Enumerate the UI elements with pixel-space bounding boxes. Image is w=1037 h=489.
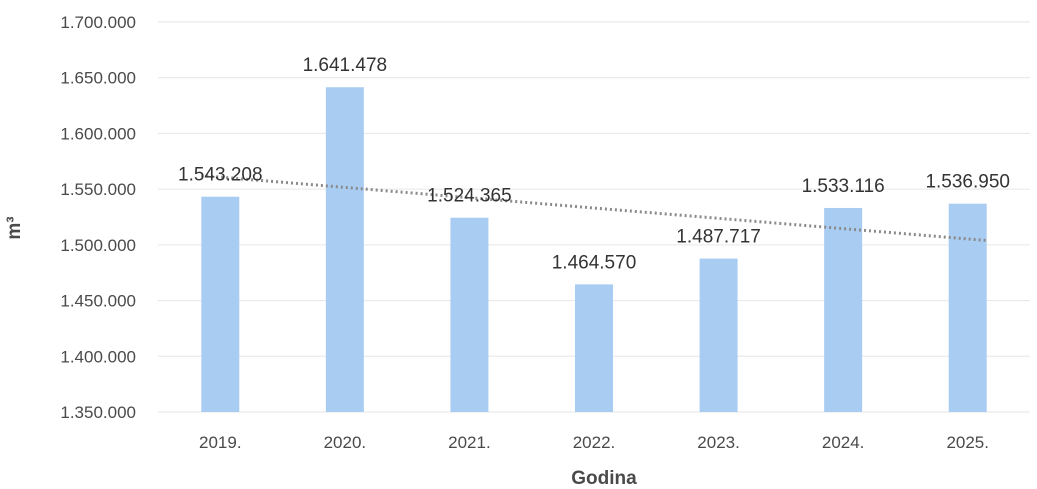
data-label: 1.487.717 — [676, 227, 761, 248]
bar — [575, 284, 613, 412]
y-tick-label: 1.400.000 — [60, 347, 136, 366]
bar — [824, 207, 863, 412]
data-label: 1.641.478 — [303, 55, 388, 76]
bar — [201, 196, 240, 412]
y-axis-ticks: 1.350.000 1.400.000 1.450.000 1.500.000 1.55… — [60, 13, 136, 422]
bar — [325, 87, 364, 412]
bar — [699, 258, 738, 412]
x-axis-title: Godina — [571, 468, 637, 489]
trendline — [201, 174, 987, 243]
y-axis-title: m³ — [4, 216, 25, 239]
x-axis-ticks: 2019. 2020. 2021. 2022. 2023. 2024. 2025. — [199, 433, 989, 452]
x-tick-label: 2022. — [573, 433, 616, 452]
y-tick-label: 1.600.000 — [60, 124, 136, 143]
y-tick-label: 1.500.000 — [60, 236, 136, 255]
y-tick-label: 1.350.000 — [60, 403, 136, 422]
y-tick-label: 1.450.000 — [60, 292, 136, 311]
x-tick-label: 2024. — [822, 433, 865, 452]
bar — [948, 203, 987, 412]
data-label: 1.543.208 — [178, 165, 263, 186]
y-tick-label: 1.650.000 — [60, 69, 136, 88]
x-tick-label: 2021. — [448, 433, 491, 452]
trendline — [201, 174, 987, 243]
data-labels: 1.543.208 1.641.478 1.524.365 1.464.570 1.48… — [178, 55, 1010, 273]
data-label: 1.524.365 — [427, 186, 512, 207]
bars — [201, 87, 987, 412]
x-tick-label: 2020. — [324, 433, 367, 452]
x-tick-label: 2019. — [199, 433, 242, 452]
y-tick-label: 1.700.000 — [60, 13, 136, 32]
data-label: 1.536.950 — [925, 172, 1010, 193]
y-tick-label: 1.550.000 — [60, 180, 136, 199]
bar — [450, 217, 489, 412]
x-tick-label: 2023. — [697, 433, 740, 452]
data-label: 1.533.116 — [802, 176, 885, 197]
data-label: 1.464.570 — [552, 252, 637, 273]
x-tick-label: 2025. — [946, 433, 989, 452]
